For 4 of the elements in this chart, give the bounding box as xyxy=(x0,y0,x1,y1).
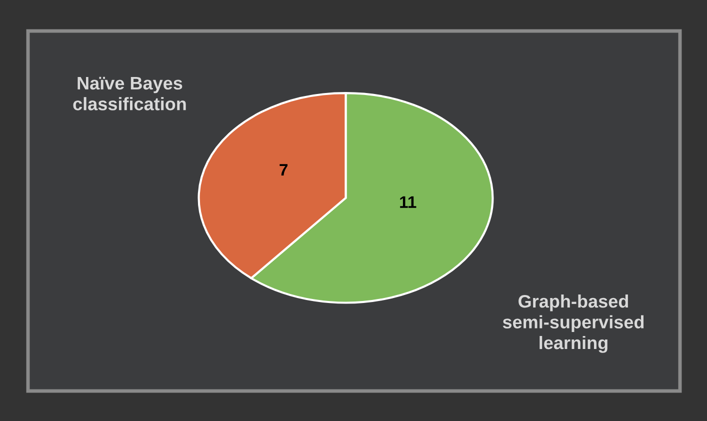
data-label: 11 xyxy=(400,196,416,208)
data-label: 7 xyxy=(280,164,288,176)
slice-label: Graph-based semi-supervised learning xyxy=(502,294,644,353)
slice-label: Naïve Bayes classification xyxy=(73,76,186,110)
